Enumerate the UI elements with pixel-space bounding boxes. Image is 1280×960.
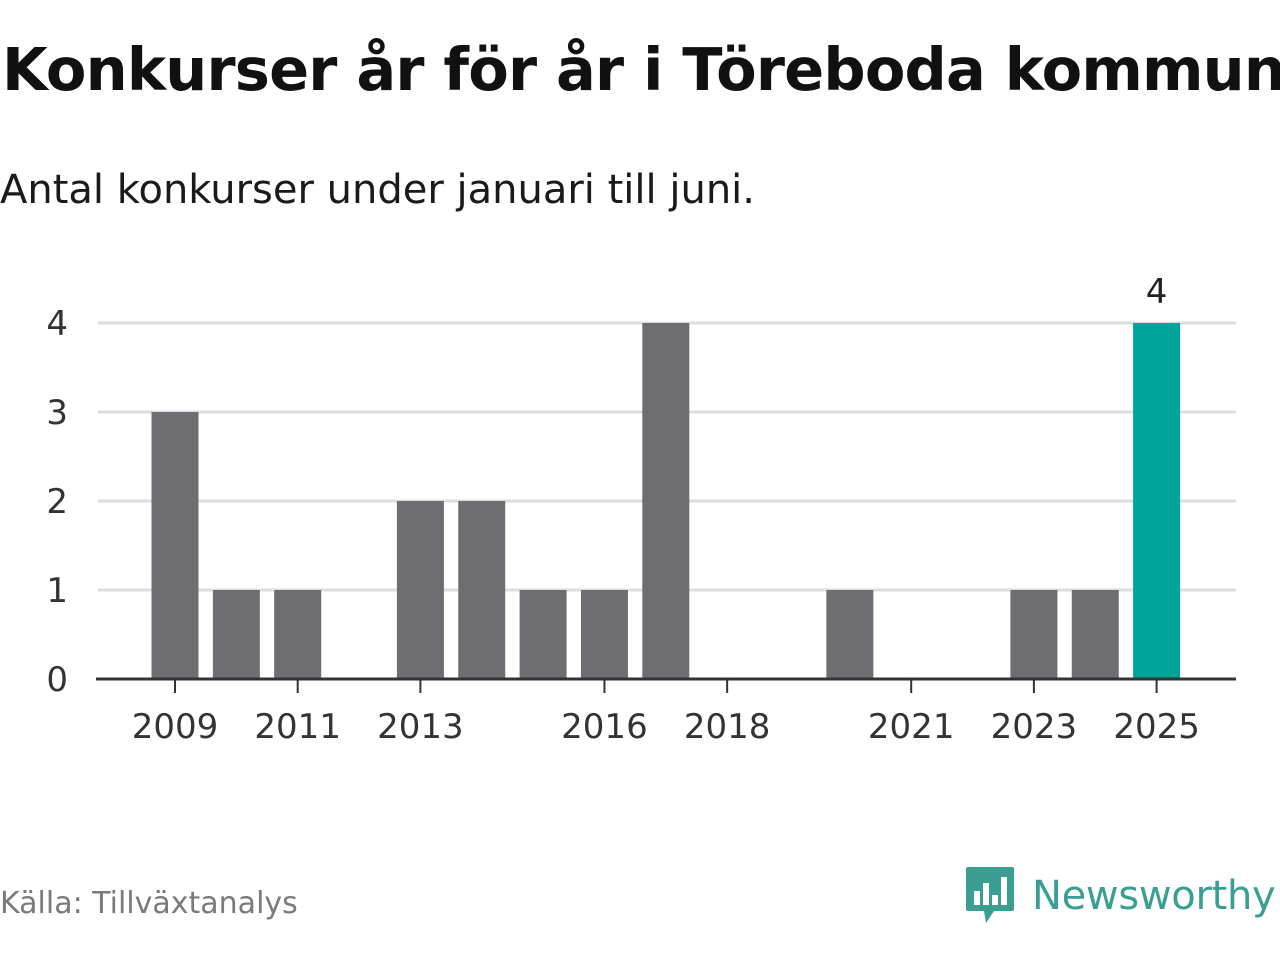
bar-2013 <box>396 501 444 679</box>
bar-2023 <box>1010 590 1058 679</box>
bar-2016 <box>580 590 628 679</box>
labels: 0 1 2 3 4 2009 2011 2013 2016 2018 2021 2023 2025 4 <box>46 272 1200 747</box>
chart-title: Konkurser år för år i Töreboda kommun <box>2 35 1280 104</box>
x-tick-label: 2023 <box>991 707 1078 747</box>
y-tick-label: 4 <box>46 304 68 344</box>
brand-logo: Newsworthy <box>964 864 1276 928</box>
x-tick-label: 2018 <box>684 707 771 747</box>
bars <box>151 323 1181 679</box>
y-tick-label: 3 <box>46 393 68 433</box>
y-tick-label: 2 <box>46 482 68 522</box>
bar-2020 <box>826 590 874 679</box>
x-tick-label: 2011 <box>254 707 341 747</box>
x-tick-label: 2025 <box>1113 707 1200 747</box>
source-note: Källa: Tillväxtanalys <box>0 886 298 921</box>
data-label: 4 <box>1146 272 1168 312</box>
chart-subtitle: Antal konkurser under januari till juni. <box>0 167 755 213</box>
bar-2017 <box>642 323 690 679</box>
x-tick-label: 2021 <box>868 707 955 747</box>
bar-2009 <box>151 412 199 679</box>
bar-chart: 0 1 2 3 4 2009 2011 2013 2016 2018 2021 2023 2025 4 <box>46 272 1236 747</box>
newsworthy-logo-icon <box>966 867 1014 923</box>
bar-2014 <box>458 501 506 679</box>
bar-2024 <box>1071 590 1119 679</box>
y-tick-label: 1 <box>46 571 68 611</box>
x-tick-label: 2013 <box>377 707 464 747</box>
brand-name: Newsworthy <box>1032 873 1276 919</box>
x-tick-label: 2016 <box>561 707 648 747</box>
y-tick-label: 0 <box>46 660 68 700</box>
axes <box>96 677 1236 693</box>
bar-2015 <box>519 590 567 679</box>
bar-2011 <box>274 590 322 679</box>
x-tick-label: 2009 <box>132 707 219 747</box>
bar-2025 <box>1133 323 1181 679</box>
bar-2010 <box>212 590 260 679</box>
